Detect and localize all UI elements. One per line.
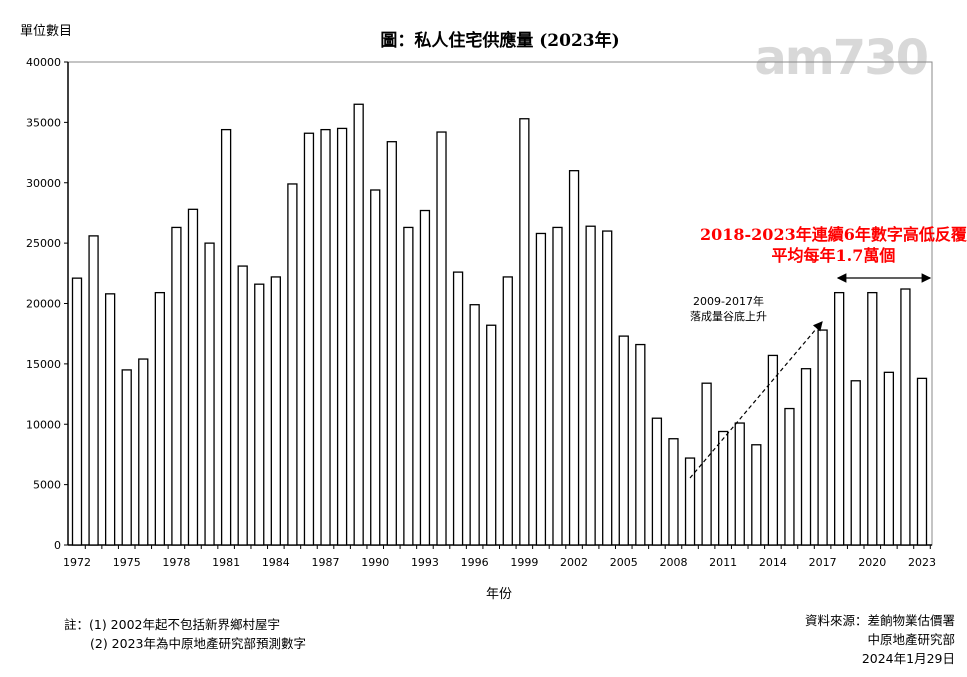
bar-1999 [519, 118, 530, 546]
bar-1992 [403, 226, 414, 546]
bar-1990 [370, 189, 381, 546]
bar-1979 [187, 208, 199, 546]
bar-2007 [651, 417, 663, 546]
source-line-1: 資料來源：差餉物業估價署 [804, 613, 955, 628]
bar-2018 [834, 291, 845, 546]
bar-1978 [171, 226, 182, 546]
x-tick-label: 1987 [312, 556, 340, 569]
bar-1983 [254, 283, 265, 546]
bar-1991 [386, 141, 397, 546]
y-tick-label: 35000 [26, 116, 61, 129]
x-tick-label: 2008 [659, 556, 687, 569]
bar-2000 [535, 232, 547, 546]
bar-1976 [138, 358, 149, 546]
bar-2020 [867, 291, 878, 546]
source-date: 2024年1月29日 [861, 651, 955, 666]
bar-1993 [419, 209, 431, 546]
watermark-logo: am730 [754, 30, 929, 86]
bar-1980 [204, 242, 215, 546]
x-tick-label: 2011 [709, 556, 737, 569]
x-tick-label: 2002 [560, 556, 588, 569]
bar-1988 [336, 127, 348, 546]
bar-1987 [320, 128, 331, 546]
bar-2023 [916, 377, 928, 546]
bar-1996 [469, 304, 480, 546]
bar-1972 [71, 277, 83, 546]
x-axis-label: 年份 [486, 587, 513, 602]
x-tick-label: 2014 [759, 556, 787, 569]
bar-2008 [668, 438, 679, 546]
x-tick-label: 2017 [809, 556, 837, 569]
highlight-annotation-line1: 2018-2023年連續6年數字高低反覆 [700, 225, 967, 244]
x-tick-label: 1996 [461, 556, 489, 569]
bar-2002 [568, 170, 580, 546]
bar-1975 [121, 369, 132, 546]
highlight-annotation: 2018-2023年連續6年數字高低反覆 平均每年1.7萬個 [700, 224, 967, 266]
x-tick-label: 2023 [908, 556, 936, 569]
y-tick-label: 15000 [26, 358, 61, 371]
bar-1994 [436, 131, 447, 546]
x-tick-label: 1993 [411, 556, 439, 569]
bar-2006 [635, 343, 646, 546]
bar-1989 [353, 103, 364, 546]
x-tick-label: 1972 [63, 556, 91, 569]
bar-1977 [154, 291, 165, 546]
note-1: 註：(1) 2002年起不包括新界鄉村屋宇 [64, 617, 280, 632]
chart-title: 圖：私人住宅供應量 (2023年) [380, 31, 620, 51]
bar-2014 [767, 354, 779, 546]
y-tick-label: 25000 [26, 237, 61, 250]
x-tick-label: 1990 [361, 556, 389, 569]
bar-1997 [486, 324, 497, 546]
source-line-2: 中原地產研究部 [867, 632, 955, 647]
bar-2022 [900, 288, 911, 546]
y-tick-label: 20000 [26, 298, 61, 311]
y-tick-label: 10000 [26, 418, 61, 431]
y-tick-label: 0 [54, 539, 61, 552]
bar-2021 [883, 371, 895, 546]
trend-arrow [689, 321, 823, 479]
bar-2016 [800, 368, 812, 546]
x-tick-label: 1981 [212, 556, 240, 569]
trend-annotation-line1: 2009-2017年 [693, 295, 764, 308]
y-tick-label: 5000 [33, 479, 61, 492]
bar-2017 [817, 329, 828, 546]
bar-1998 [502, 276, 513, 546]
bar-1974 [104, 293, 116, 546]
bar-1986 [303, 132, 315, 546]
bar-2004 [602, 230, 613, 546]
x-tick-label: 1978 [162, 556, 190, 569]
bar-2010 [701, 382, 712, 546]
trend-annotation: 2009-2017年 落成量谷底上升 [690, 294, 767, 324]
bar-2012 [734, 422, 745, 546]
highlight-annotation-line2: 平均每年1.7萬個 [771, 246, 896, 265]
bar-1982 [237, 265, 248, 546]
bar-1981 [220, 128, 232, 546]
bar-2009 [684, 457, 696, 546]
bar-1995 [452, 271, 464, 546]
bar-2005 [618, 335, 629, 546]
x-tick-label: 1999 [510, 556, 538, 569]
y-axis-label: 單位數目 [20, 24, 73, 39]
bar-1973 [88, 235, 99, 546]
x-tick-label: 1984 [262, 556, 290, 569]
x-tick-label: 2005 [610, 556, 638, 569]
bar-2019 [850, 380, 861, 546]
bar-2015 [784, 407, 795, 546]
trend-annotation-line2: 落成量谷底上升 [690, 310, 767, 323]
bar-2003 [585, 225, 596, 546]
bar-2013 [751, 444, 762, 546]
x-tick-label: 2020 [858, 556, 886, 569]
bar-1984 [270, 276, 281, 546]
bar-2001 [552, 226, 563, 546]
note-2: (2) 2023年為中原地產研究部預測數字 [90, 636, 306, 651]
bar-2011 [718, 430, 729, 546]
x-tick-label: 1975 [113, 556, 141, 569]
y-tick-label: 40000 [26, 56, 61, 69]
bar-1985 [287, 183, 298, 546]
y-tick-label: 30000 [26, 177, 61, 190]
